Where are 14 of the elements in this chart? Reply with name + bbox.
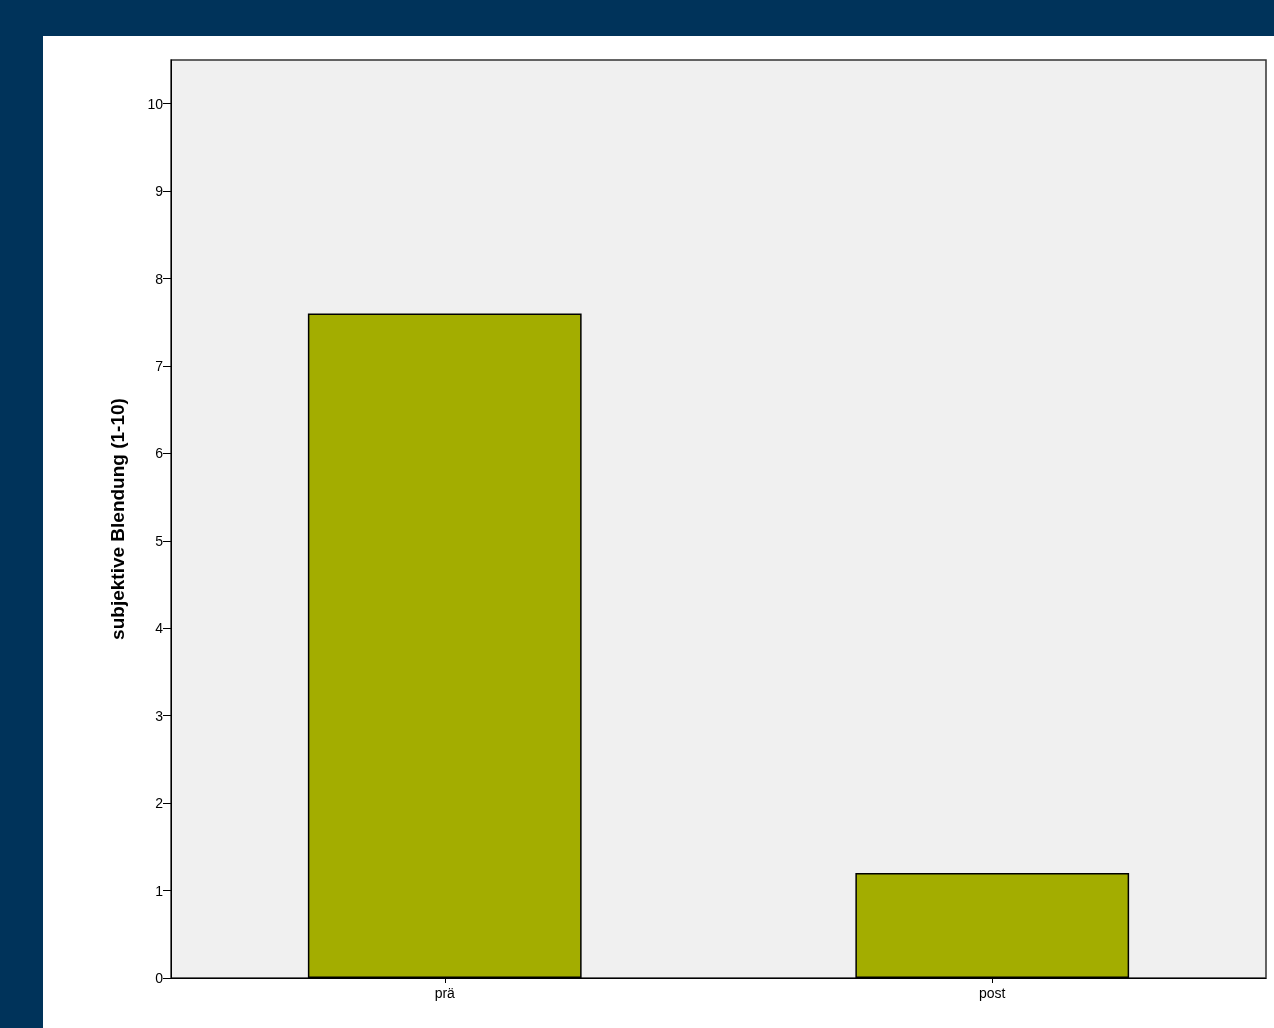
y-tick-label: 0 <box>155 970 164 986</box>
y-tick-label: 2 <box>155 795 164 812</box>
x-tick-label: post <box>979 985 1006 1001</box>
y-axis-title: subjektive Blendung (1-10) <box>107 398 128 640</box>
y-tick-label: 1 <box>155 882 164 899</box>
y-tick-label: 8 <box>155 270 164 287</box>
y-tick-label: 7 <box>155 358 164 374</box>
y-tick-label: 10 <box>147 95 164 112</box>
x-tick-label: prä <box>434 985 456 1001</box>
y-tick-label: 4 <box>155 620 164 637</box>
y-tick-label: 9 <box>155 183 164 200</box>
y-tick-label: 5 <box>155 532 164 549</box>
y-tick-label: 3 <box>155 707 164 724</box>
y-tick-label: 6 <box>155 445 164 462</box>
